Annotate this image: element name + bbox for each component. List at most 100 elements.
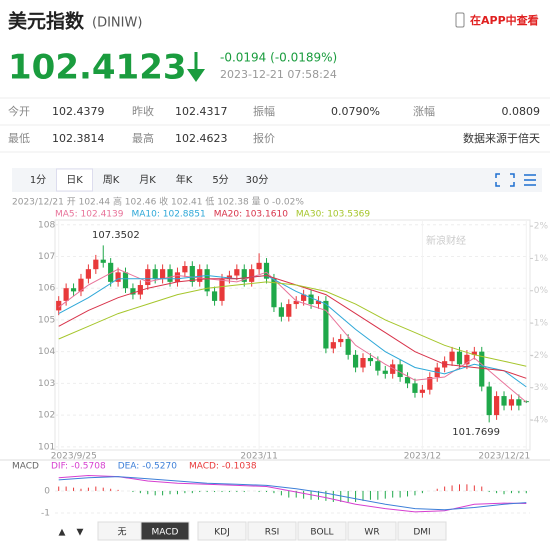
tool-icons (495, 173, 536, 187)
candle-body (174, 272, 181, 282)
candle-body (338, 338, 344, 343)
candle-body (397, 364, 403, 378)
cell: 今开 (8, 104, 30, 118)
bottom-tab[interactable]: BOLL (310, 528, 333, 538)
candle-body (479, 351, 485, 387)
tab[interactable]: 1分 (30, 174, 46, 186)
ma-line (58, 274, 527, 379)
y-tick-label: 103 (38, 379, 55, 389)
y2-tick-label: 2% (534, 222, 549, 232)
time: 2023-12-21 07:58:24 (220, 68, 337, 81)
candle-body (360, 358, 366, 368)
candle-body (449, 351, 455, 362)
candle-body (456, 351, 463, 365)
candle-body (211, 291, 218, 301)
bottom-tab-box (397, 521, 447, 541)
candle-body (494, 396, 500, 416)
candle-body (352, 354, 359, 368)
low-annotation: 101.7699 (452, 427, 500, 438)
x-tick-label: 2023/12/21 (478, 452, 530, 462)
candle-body (271, 278, 277, 308)
tab[interactable]: 5分 (212, 174, 228, 186)
candle-body (464, 354, 470, 365)
bottom-tab[interactable]: KDJ (214, 528, 230, 538)
cell: 0.0809 (502, 105, 541, 118)
candle-body (145, 269, 151, 286)
cell: 0.0790% (331, 105, 380, 118)
candle-body (197, 269, 203, 282)
y-tick-label: 104 (38, 347, 55, 357)
ma-line (58, 274, 527, 388)
cell: 102.4317 (175, 105, 228, 118)
y-tick-label: 105 (38, 315, 55, 325)
bottom-tab[interactable]: ▲ (59, 528, 66, 538)
chart-info: 2023/12/21 开 102.44 高 102.46 收 102.41 低 … (12, 196, 304, 208)
y2-tick-label: -3% (530, 383, 548, 393)
candle-body (286, 304, 292, 317)
candle-body (315, 300, 322, 305)
candle-body (167, 269, 173, 282)
x-tick-label: 2023/11 (240, 452, 277, 462)
cell: 最低 (8, 132, 30, 145)
y2-tick-label: -1% (530, 319, 548, 329)
cell: 昨收 (132, 104, 154, 118)
candle-body (256, 262, 262, 270)
macd-legend: DEA: -0.5270 (118, 462, 178, 472)
y-tick-label: 102 (38, 411, 55, 421)
candle-body (137, 285, 143, 295)
tab-selected (56, 168, 93, 192)
cell: 报价 (253, 131, 275, 145)
bottom-tab[interactable]: MACD (152, 528, 179, 538)
candle-body (108, 262, 114, 282)
tab[interactable]: 30分 (246, 174, 269, 186)
phone-icon (455, 12, 465, 28)
tab[interactable]: 月K (139, 174, 156, 186)
x-tick-label: 2023/9/25 (51, 452, 97, 462)
cell: 涨幅 (413, 105, 435, 118)
candle-body (390, 364, 396, 374)
candle-body (419, 389, 425, 393)
bottom-tab[interactable]: 无 (117, 527, 126, 538)
tab[interactable]: 年K (176, 173, 193, 186)
y-tick-label: 101 (38, 442, 55, 452)
candle-body (160, 269, 166, 279)
bottom-tab[interactable]: DMI (413, 528, 430, 538)
legend-entry: MA30: 103.5369 (296, 210, 370, 220)
bottom-tab[interactable]: ▼ (77, 528, 84, 538)
bottom-tab-selected (140, 521, 190, 541)
candle-body (412, 383, 418, 393)
legend-entry: MA20: 103.1610 (214, 210, 288, 220)
y-tick-label: 108 (38, 220, 55, 230)
cell: 数据来源于倍天 (463, 131, 540, 145)
candle-body (404, 377, 411, 384)
cell: 102.3814 (52, 132, 105, 145)
candle-body (70, 288, 77, 292)
tab[interactable]: 日K (66, 175, 83, 186)
chart-watermark: 新浪财经 (426, 234, 466, 247)
code: (DINIW) (92, 16, 142, 31)
bottom-tab-box (347, 521, 397, 541)
candle-body (115, 272, 121, 282)
candle-body (152, 269, 158, 279)
candle-body (226, 275, 233, 279)
plot-frame (54, 219, 531, 451)
quote-table: 今开 102.4379 昨收 102.4317 振幅 0.0790% 涨幅 0.… (0, 97, 550, 153)
candle-body (100, 259, 106, 263)
bottom-tab[interactable]: RSI (265, 528, 280, 538)
app-link[interactable]: 在APP中查看 (470, 13, 539, 27)
bottom-tab-box (297, 521, 347, 541)
tab[interactable]: 周K (103, 174, 120, 186)
candle-body (85, 269, 91, 279)
macd-tick-label: 0 (44, 486, 50, 496)
cell: 振幅 (253, 104, 275, 118)
candle-body (63, 288, 69, 301)
candle-body (486, 386, 492, 416)
bottom-tab[interactable]: WR (364, 528, 379, 538)
bottom-tab-box (247, 521, 297, 541)
high-annotation: 107.3502 (92, 230, 140, 241)
cell: 最高 (132, 131, 154, 145)
candle-body (204, 269, 210, 292)
candle-body (516, 399, 522, 406)
